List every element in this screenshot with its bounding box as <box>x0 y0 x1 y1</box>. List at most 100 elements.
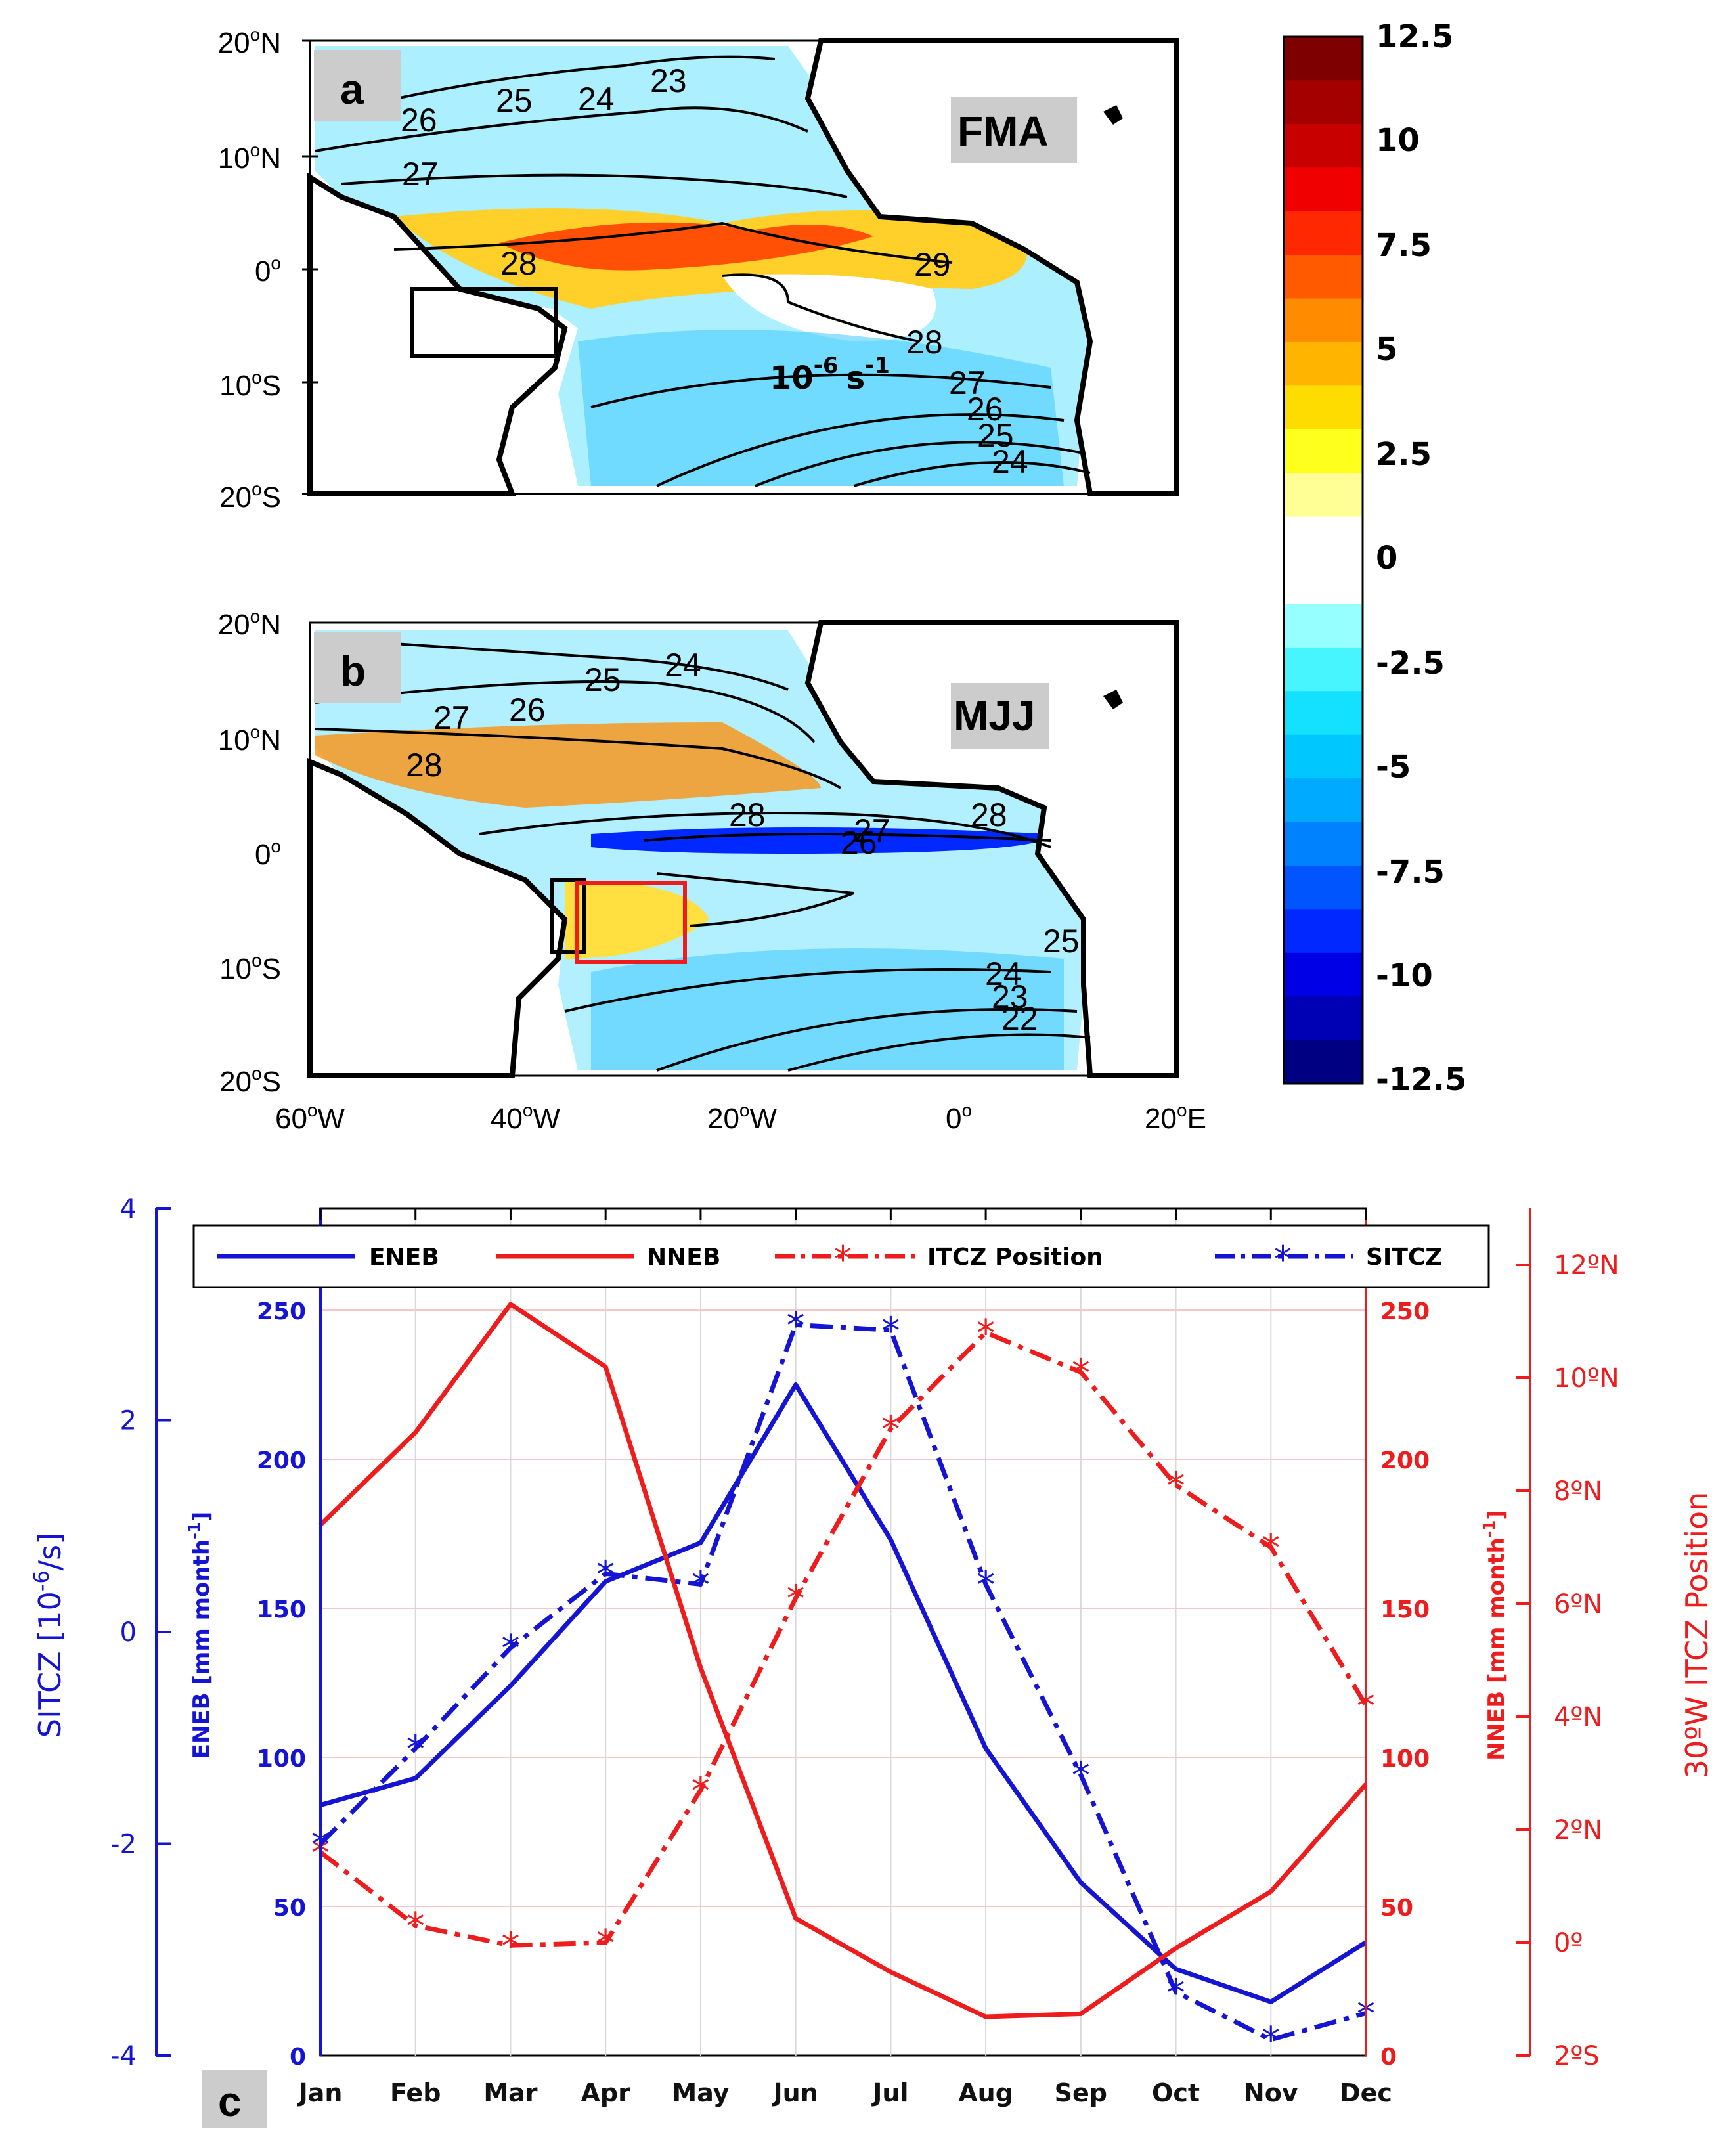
lon-tick: 40oW <box>491 1100 561 1135</box>
colorbar-segment <box>1284 167 1363 212</box>
colorbar-segment <box>1284 211 1363 255</box>
month-tick-label: Jun <box>772 2079 818 2107</box>
panel-c-series: ************************ <box>311 1302 1375 2062</box>
contour-label: 22 <box>1001 1000 1038 1037</box>
series-point-marker: * <box>1167 1464 1185 1507</box>
series-line-sitcz <box>318 1322 1367 2042</box>
contour-label: 24 <box>992 443 1028 480</box>
colorbar-segment <box>1284 996 1363 1041</box>
colorbar-segment <box>1284 865 1363 910</box>
series-point-marker: * <box>881 1408 900 1451</box>
contour-label: 26 <box>509 692 546 728</box>
contour-label: 25 <box>584 661 621 698</box>
eneb-axis-label: ENEB [mm month-1] <box>185 1512 215 1759</box>
panel-c-chart: ************************ 250250200200150… <box>29 1194 1715 2128</box>
colorbar-segment <box>1284 822 1363 866</box>
colorbar-segment <box>1284 516 1363 561</box>
colorbar-segment <box>1284 647 1363 692</box>
legend-label-nneb: NNEB <box>647 1244 720 1271</box>
colorbar-segment <box>1284 429 1363 473</box>
lat-tick: 20oS <box>219 479 281 514</box>
colorbar-segment <box>1284 952 1363 997</box>
itcz-tick-label: 8ºN <box>1554 1476 1602 1507</box>
series-point-marker: * <box>787 1577 805 1620</box>
colorbar-label: -5 <box>1376 749 1411 785</box>
lat-tick: 10oS <box>219 950 281 985</box>
colorbar-label: 10 <box>1376 122 1420 159</box>
legend: ENEB NNEB * ITCZ Position * SITCZ <box>192 1224 1490 1288</box>
lat-tick: 10oS <box>219 367 281 402</box>
contour-label: 23 <box>650 62 687 99</box>
panel-a-tick-marks <box>302 39 318 495</box>
panel-b-lat-ticks: 20oN 10oN 0o 10oS 20oS <box>218 606 281 1098</box>
series-point-marker: * <box>596 1553 615 1596</box>
legend-label-eneb: ENEB <box>369 1244 439 1271</box>
colorbar-segment <box>1284 1040 1363 1084</box>
colorbar-label: -7.5 <box>1376 854 1445 891</box>
series-line-nneb <box>318 1302 1368 2019</box>
series-point-marker: * <box>1072 1755 1090 1797</box>
eneb-tick-label: 50 <box>273 1895 306 1922</box>
contour-label: 23 <box>992 979 1028 1015</box>
panel-b-lon-ticks: 60oW 40oW 20oW 0o 20oE <box>275 1100 1206 1135</box>
legend-marker-sitcz: * <box>1274 1239 1292 1280</box>
lon-tick: 20oW <box>707 1100 778 1135</box>
series-point-marker: * <box>501 1627 519 1670</box>
sitcz-tick-label: 0 <box>120 1617 137 1648</box>
study-region-box-b-black <box>550 878 586 954</box>
contour-label: 28 <box>729 797 766 833</box>
contour-label: 29 <box>914 246 951 283</box>
lat-tick: 20oS <box>219 1063 281 1098</box>
colorbar-segment <box>1284 80 1363 125</box>
contour-label: 25 <box>496 82 533 119</box>
panel-a-map: a FMA 23 24 25 26 27 28 29 28 27 26 25 2… <box>218 24 1179 514</box>
series-point-marker: * <box>881 1309 900 1352</box>
colorbar-segment <box>1284 473 1363 517</box>
colorbar-segment <box>1284 734 1363 779</box>
series-point-marker: * <box>692 1564 710 1606</box>
panel-b-season: MJJ <box>954 692 1036 739</box>
colorbar-label: -10 <box>1376 957 1433 994</box>
africa-land <box>804 38 1179 496</box>
colorbar-segment <box>1284 123 1363 168</box>
colorbar-frame <box>1283 35 1364 1085</box>
sitcz-tick-label: 4 <box>120 1194 137 1224</box>
series-line-eneb <box>320 1382 1367 2004</box>
contour-label: 28 <box>906 324 943 361</box>
panel-a-unit-label: 10-6 s-1 <box>770 353 890 397</box>
lon-tick: 20oE <box>1145 1100 1206 1135</box>
contour-label: 24 <box>578 81 615 118</box>
lat-tick: 20oN <box>218 24 281 59</box>
contour-label: 25 <box>977 417 1014 454</box>
panel-c-tag: c <box>218 2078 242 2125</box>
colorbar-label: -12.5 <box>1376 1061 1466 1098</box>
legend-label-itcz: ITCZ Position <box>927 1244 1103 1271</box>
month-tick-label: Dec <box>1340 2079 1392 2107</box>
panel-b-tag-box <box>314 632 401 703</box>
lon-tick: 0o <box>946 1100 972 1135</box>
greenland-like-islet <box>1103 105 1123 125</box>
nneb-tick-label: 0 <box>1380 2044 1397 2071</box>
series-point-marker: * <box>596 1922 615 1965</box>
contour-label: 26 <box>967 391 1003 428</box>
panel-a-season-box <box>951 97 1077 163</box>
colorbar-segment <box>1284 560 1363 605</box>
panel-b-tag: b <box>340 648 366 695</box>
colorbar-segment <box>1284 37 1363 81</box>
colorbar-label: -2.5 <box>1376 645 1445 682</box>
colorbar-segment <box>1284 341 1363 386</box>
month-tick-label: Jan <box>297 2079 343 2107</box>
panel-a-season: FMA <box>957 108 1049 155</box>
contour-label: 27 <box>854 812 890 849</box>
sitcz-tick-label: -4 <box>110 2041 137 2071</box>
nneb-tick-label: 200 <box>1380 1447 1430 1474</box>
contour-label: 28 <box>971 797 1007 833</box>
series-point-marker: * <box>692 1770 710 1813</box>
eneb-tick-label: 100 <box>257 1746 306 1772</box>
itcz-tick-label: 2ºN <box>1554 1815 1602 1845</box>
contour-label: 27 <box>949 364 986 401</box>
africa-land <box>804 620 1179 1078</box>
colorbar-label: 7.5 <box>1376 227 1432 264</box>
contour-label: 27 <box>402 156 439 192</box>
colorbar-segment <box>1284 298 1363 343</box>
